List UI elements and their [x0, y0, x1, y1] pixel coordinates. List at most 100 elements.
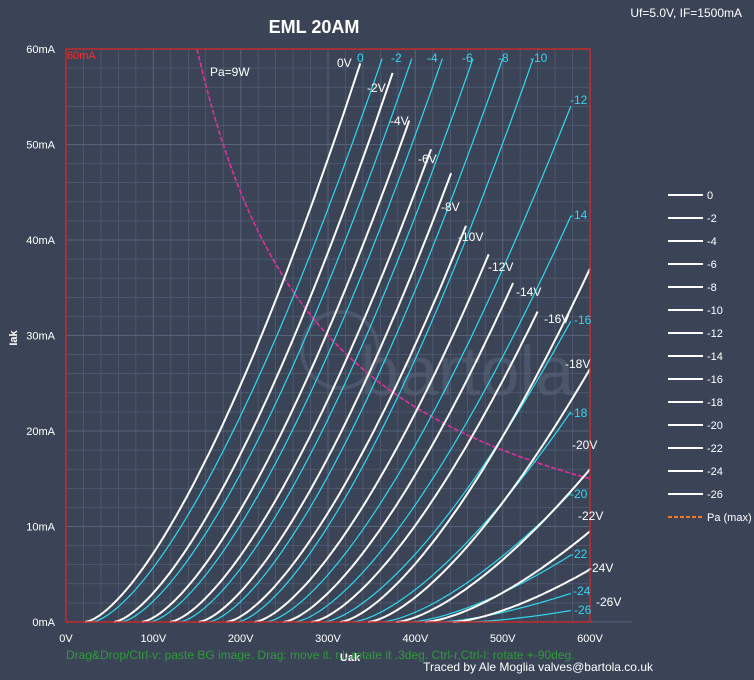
cyan-curve [323, 320, 572, 623]
white-curve-label: -26V [596, 595, 621, 609]
legend-label: -4 [707, 236, 717, 248]
cyan-curve-label: -26 [574, 603, 592, 617]
cyan-curve-label: -12 [570, 93, 588, 107]
legend-label: -12 [707, 328, 723, 340]
white-curve-label: -16V [544, 312, 569, 326]
legend: 0 -2 -4 -6 -8 -10 -12 -14 -16 -18 -20 -22 -24 -26 Pa (… [668, 190, 752, 524]
white-curve-label: -18V [565, 357, 590, 371]
current-limit-label: 60mA [67, 50, 96, 62]
cyan-curve [438, 592, 571, 623]
chart-title: EML 20AM [269, 17, 360, 37]
y-tick-label: 0mA [32, 617, 55, 629]
x-axis-label: Uak [340, 652, 361, 664]
white-curve-label: -14V [516, 285, 541, 299]
cyan-curve [294, 215, 572, 623]
white-curve [169, 148, 433, 623]
cyan-curve-label: -24 [573, 584, 591, 598]
legend-label: -10 [707, 305, 723, 317]
help-hint: Drag&Drop/Ctrl-v: paste BG image. Drag: … [66, 648, 575, 662]
cyan-curve-label: -8 [498, 51, 509, 65]
cyan-curve [149, 58, 443, 623]
curve-labels: 0V -2V -4V -6V -8V -10V -12V-14V-16V -18V -20V -2… [337, 51, 621, 617]
legend-label: -2 [707, 213, 717, 225]
x-tick-label: 300V [315, 633, 341, 645]
x-tick-label: 500V [490, 633, 516, 645]
y-tick-label: 20mA [26, 426, 55, 438]
cyan-curve-label: -10 [530, 51, 548, 65]
white-curve-label: -6V [418, 152, 437, 166]
y-tick-label: 40mA [26, 235, 55, 247]
cyan-curve-label: -20 [570, 487, 588, 501]
white-curve-label: -24V [588, 561, 613, 575]
white-curve [396, 468, 591, 623]
cyan-curve-label: -4 [427, 51, 438, 65]
cyan-curve-label: -22 [570, 547, 588, 561]
white-curve [311, 311, 539, 623]
plot-frame [65, 48, 591, 623]
watermark-logo-icon [300, 310, 380, 390]
white-curve-label: -4V [390, 114, 409, 128]
y-axis-ticks: 0mA 10mA 20mA 30mA 40mA 50mA 60mA [26, 44, 55, 629]
white-curve [452, 568, 591, 623]
grid [66, 48, 632, 623]
cyan-curve [352, 411, 572, 623]
white-curve-label: 0V [337, 56, 352, 70]
credit-text: Traced by Ale Moglia valves@bartola.co.u… [423, 660, 654, 674]
legend-label: -6 [707, 259, 717, 271]
y-axis-label: Iak [8, 329, 20, 345]
white-curve [283, 282, 515, 623]
white-curve [424, 530, 591, 623]
white-curve-label: -8V [441, 200, 460, 214]
cyan-curve-label: -14 [570, 208, 588, 222]
white-curve-label: -20V [572, 438, 597, 452]
white-curve-label: -2V [367, 81, 386, 95]
legend-label: -8 [707, 282, 717, 294]
cyan-curve-label: -18 [570, 406, 588, 420]
legend-label: 0 [707, 190, 713, 202]
cyan-curve [208, 58, 504, 623]
white-curve [340, 268, 591, 623]
x-tick-label: 600V [577, 633, 603, 645]
cyan-curve [92, 58, 383, 623]
white-curve-label: -10V [458, 230, 483, 244]
cyan-curve [265, 106, 572, 623]
white-curve [254, 253, 490, 623]
white-curve [198, 172, 453, 623]
x-tick-label: 100V [140, 633, 166, 645]
y-tick-label: 30mA [26, 331, 55, 343]
y-tick-label: 60mA [26, 44, 55, 56]
cyan-curve [120, 58, 413, 623]
white-curve [84, 62, 362, 623]
legend-label: -24 [707, 466, 723, 478]
x-tick-label: 0V [59, 633, 73, 645]
cyan-curve-label: -2 [391, 51, 402, 65]
cyan-curve-label: 0 [357, 51, 364, 65]
cyan-curve-label: -6 [462, 51, 473, 65]
white-curve-label: -22V [578, 509, 603, 523]
legend-label: -26 [707, 489, 723, 501]
legend-label: -16 [707, 374, 723, 386]
pa-label: Pa=9W [210, 65, 250, 79]
cyan-curve [467, 609, 571, 623]
white-curve [368, 368, 591, 623]
white-curve [226, 225, 467, 623]
x-tick-label: 400V [402, 633, 428, 645]
legend-label: -20 [707, 420, 723, 432]
x-axis-ticks: 0V 100V 200V 300V 400V 500V 600V [59, 633, 603, 645]
white-curve [113, 72, 394, 623]
y-tick-label: 10mA [26, 522, 55, 534]
legend-label: -18 [707, 397, 723, 409]
cyan-curve [179, 58, 474, 623]
white-curve-label: -12V [488, 260, 513, 274]
y-tick-label: 50mA [26, 140, 55, 152]
x-tick-label: 200V [228, 633, 254, 645]
legend-label-pa: Pa (max) [707, 512, 752, 524]
legend-label: -14 [707, 351, 723, 363]
legend-label: -22 [707, 443, 723, 455]
operating-conditions: Uf=5.0V, IF=1500mA [630, 6, 742, 20]
cyan-curve [237, 58, 534, 623]
white-curve [141, 120, 411, 623]
cyan-curve-label: -16 [574, 313, 592, 327]
white-curves [84, 62, 591, 623]
